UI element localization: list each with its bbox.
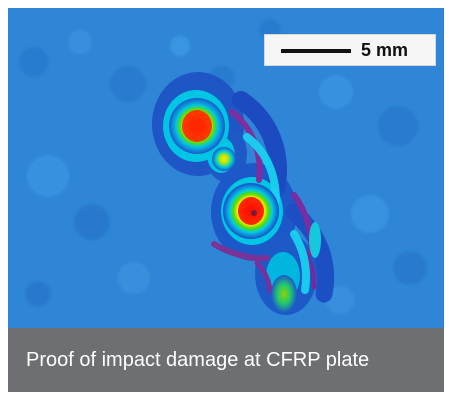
image-caption: Proof of impact damage at CFRP plate (26, 349, 370, 371)
scale-bar-icon (281, 49, 351, 53)
scale-bar-label: 5 mm (361, 40, 409, 60)
scale-bar: 5 mm (264, 34, 436, 66)
caption-bar: Proof of impact damage at CFRP plate (8, 328, 444, 392)
impact-scan-image: 5 mm (8, 8, 444, 328)
